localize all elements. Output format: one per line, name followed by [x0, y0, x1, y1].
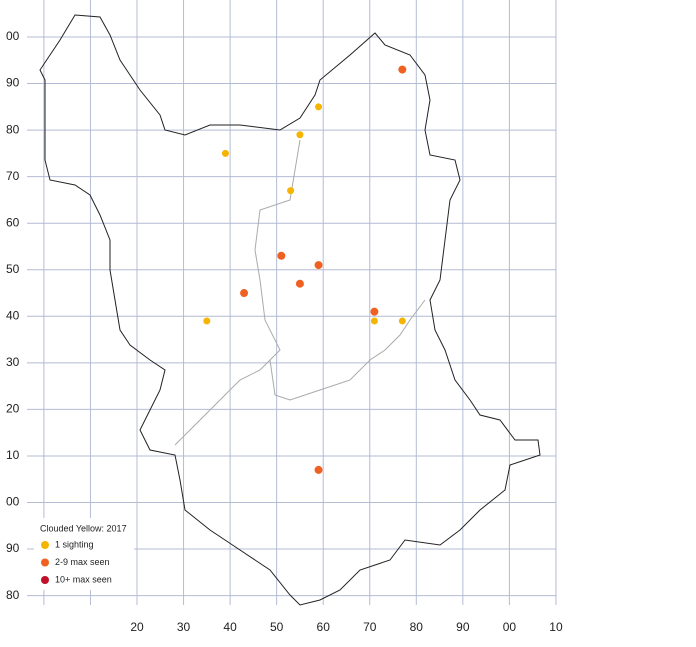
y-label: 90: [6, 541, 20, 555]
sighting-dot: [221, 149, 229, 157]
y-label: 50: [6, 262, 20, 276]
y-label: 90: [6, 76, 20, 90]
y-label: 60: [6, 215, 20, 229]
x-label: 20: [130, 620, 144, 634]
sighting-dot: [240, 289, 249, 298]
x-label: 00: [503, 620, 517, 634]
y-label: 40: [6, 308, 20, 322]
legend-label: 2-9 max seen: [55, 557, 110, 567]
legend-label: 10+ max seen: [55, 574, 112, 584]
county-outline: [39, 14, 541, 606]
legend: 1 sighting 2-9 max seen 10+ max seen: [41, 539, 112, 584]
y-label: 80: [6, 588, 20, 602]
sighting-dot: [370, 317, 378, 325]
sighting-dot: [370, 307, 379, 316]
grid: 20 30 40 50 60 70 80 90 00 10 00 90 80 70 60 50 40 30 20 10…: [6, 0, 563, 634]
y-label: 20: [6, 402, 20, 416]
sighting-dot: [314, 261, 323, 270]
district-boundary: [174, 139, 301, 446]
y-label: 00: [6, 495, 20, 509]
sighting-dot: [315, 103, 323, 111]
sighting-dot: [295, 279, 304, 288]
sighting-dot: [277, 251, 286, 260]
sighting-dot: [203, 317, 211, 325]
x-label: 60: [317, 620, 331, 634]
x-label: 10: [549, 620, 563, 634]
legend-box: [34, 518, 134, 590]
legend-swatch: [41, 576, 49, 584]
x-label: 70: [363, 620, 377, 634]
x-label: 50: [270, 620, 284, 634]
legend-title: Clouded Yellow: 2017: [40, 523, 127, 533]
sighting-dot: [398, 65, 407, 74]
legend-label: 1 sighting: [55, 539, 94, 549]
x-label: 80: [410, 620, 424, 634]
y-label: 80: [6, 122, 20, 136]
y-label: 00: [6, 29, 20, 43]
sighting-dot: [296, 131, 304, 139]
points: [203, 65, 407, 474]
x-label: 40: [223, 620, 237, 634]
legend-swatch: [41, 541, 49, 549]
sighting-dot: [398, 317, 406, 325]
y-label: 30: [6, 355, 20, 369]
y-label: 10: [6, 448, 20, 462]
district-boundary: [269, 299, 426, 401]
x-label: 30: [177, 620, 191, 634]
legend-swatch: [41, 558, 49, 567]
sighting-dot: [287, 187, 295, 195]
sighting-dot: [314, 465, 323, 474]
y-label: 70: [6, 169, 20, 183]
x-label: 90: [456, 620, 470, 634]
